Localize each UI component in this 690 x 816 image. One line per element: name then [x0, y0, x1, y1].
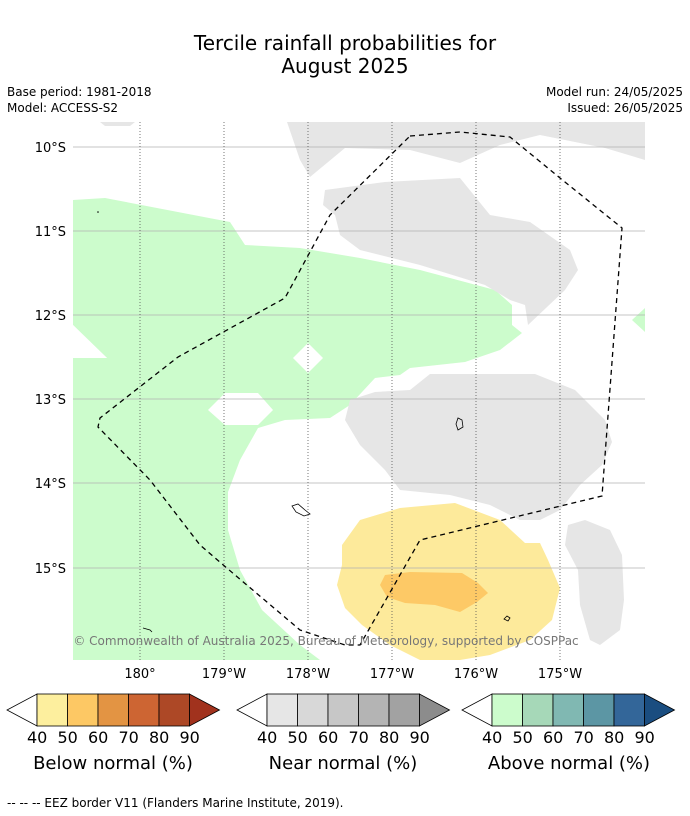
- colorbar-segment: [67, 693, 99, 727]
- island-shape: [455, 417, 464, 431]
- above-normal-hole-west: [73, 325, 107, 358]
- colorbar-segment: [583, 693, 615, 727]
- near-normal-region-southeast: [565, 520, 624, 645]
- eez-border: [97, 131, 623, 646]
- lon-label: 178°W: [286, 667, 330, 682]
- colorbar-extend-high: [419, 693, 451, 727]
- legend-tick-label: 40: [257, 728, 278, 747]
- legend-below-label: Below normal (%): [33, 753, 193, 774]
- map-fields: [73, 122, 645, 660]
- near-normal-region-middle: [323, 178, 578, 325]
- legend-tick-label: 50: [512, 728, 533, 747]
- legend-tick-label: 90: [179, 728, 200, 747]
- colorbar-segment: [128, 693, 160, 727]
- legend-tick-label: 40: [482, 728, 503, 747]
- colorbar-segment: [36, 693, 68, 727]
- colorbar-near-normal: [236, 693, 451, 727]
- axis-labels: 10°S 11°S 12°S 13°S 14°S 15°S 180° 179°W 178°W 17…: [35, 141, 583, 682]
- island-dot: [97, 211, 99, 213]
- colorbar-below-normal: [6, 693, 221, 727]
- island-shape: [142, 627, 153, 633]
- lat-label: 12°S: [35, 309, 66, 324]
- lon-label: 180°: [124, 667, 155, 682]
- gridlines: [73, 122, 645, 660]
- colorbar-segment: [613, 693, 645, 727]
- above-normal-east-patch: [632, 308, 645, 332]
- legend-tick-label: 70: [118, 728, 139, 747]
- legend-tick-label: 90: [634, 728, 655, 747]
- legend-tick-label: 80: [604, 728, 625, 747]
- lat-label: 15°S: [35, 562, 66, 577]
- colorbar-segment: [158, 693, 190, 727]
- legend-tick-label: 60: [318, 728, 339, 747]
- base-period: Base period: 1981-2018: [7, 85, 152, 99]
- legend-tick-label: 80: [379, 728, 400, 747]
- colorbar-segment: [358, 693, 390, 727]
- colorbar-extend-low: [236, 693, 268, 727]
- colorbar-extend-high: [189, 693, 221, 727]
- lat-label: 10°S: [35, 141, 66, 156]
- legend-tick-label: 60: [88, 728, 109, 747]
- lon-label: 175°W: [538, 667, 582, 682]
- colorbar-extend-high: [644, 693, 676, 727]
- legend-tick-label: 70: [348, 728, 369, 747]
- copyright-note: © Commonwealth of Australia 2025, Bureau…: [73, 634, 578, 648]
- near-normal-region-south: [345, 374, 612, 520]
- legend-tick-label: 80: [149, 728, 170, 747]
- lat-label: 14°S: [35, 477, 66, 492]
- above-normal-hole-center: [293, 343, 323, 373]
- issued-date: Issued: 26/05/2025: [567, 101, 683, 115]
- colorbar-above-normal: [461, 693, 676, 727]
- legend-tick-label: 60: [543, 728, 564, 747]
- legend-tick-label: 40: [27, 728, 48, 747]
- chart-title-line1: Tercile rainfall probabilities for: [193, 31, 497, 55]
- legend-tick-label: 70: [573, 728, 594, 747]
- island-shape: [503, 615, 511, 622]
- near-normal-region-north: [287, 122, 645, 177]
- island-shape: [291, 503, 311, 517]
- model-name: Model: ACCESS-S2: [7, 101, 119, 115]
- model-run: Model run: 24/05/2025: [545, 85, 683, 99]
- legend-tick-label: 90: [409, 728, 430, 747]
- lat-label: 11°S: [35, 225, 66, 240]
- near-normal-region-topleft: [100, 122, 135, 126]
- lon-label: 176°W: [454, 667, 498, 682]
- lon-label: 179°W: [202, 667, 246, 682]
- colorbar-segment: [297, 693, 329, 727]
- legend-near-label: Near normal (%): [268, 753, 418, 774]
- legend-above-label: Above normal (%): [487, 753, 651, 774]
- legend-tick-label: 50: [287, 728, 308, 747]
- colorbar-segment: [327, 693, 359, 727]
- colorbar-segment: [522, 693, 554, 727]
- below-normal-50-region: [380, 572, 488, 612]
- colorbar-segment: [388, 693, 420, 727]
- eez-footnote: -- -- -- EEZ border V11 (Flanders Marine…: [7, 796, 344, 810]
- colorbar-segment: [266, 693, 298, 727]
- above-normal-region: [73, 198, 522, 660]
- legend-tick-label: 50: [57, 728, 78, 747]
- chart-title-line2: August 2025: [281, 54, 409, 78]
- lon-label: 177°W: [370, 667, 414, 682]
- colorbar-segment: [552, 693, 584, 727]
- colorbar-extend-low: [6, 693, 38, 727]
- lat-label: 13°S: [35, 393, 66, 408]
- colorbar-segment: [491, 693, 523, 727]
- colorbar-extend-low: [461, 693, 493, 727]
- colorbar-segment: [97, 693, 129, 727]
